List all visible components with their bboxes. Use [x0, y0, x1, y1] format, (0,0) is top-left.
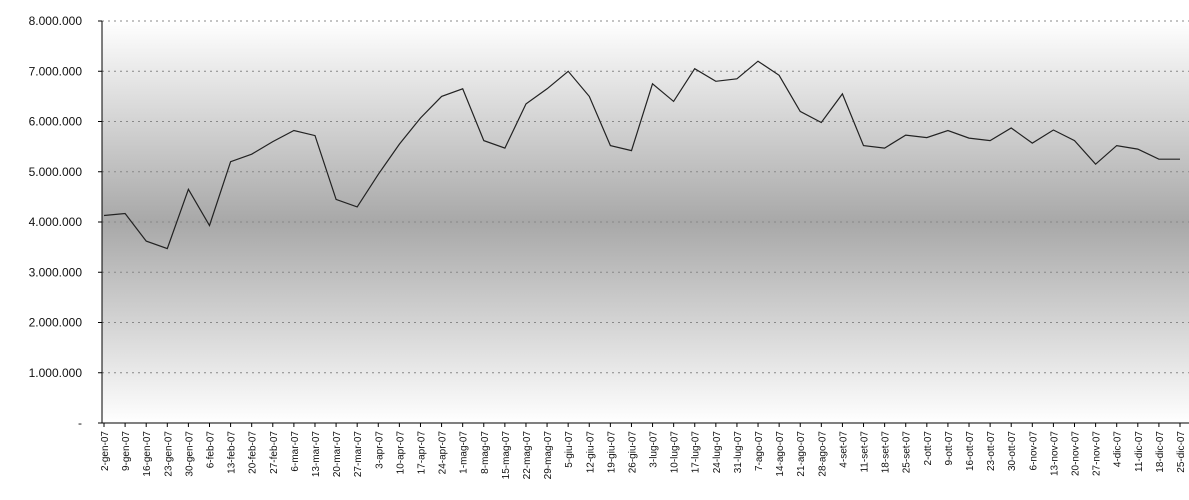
x-tick-label: 13-feb-07 [227, 431, 238, 474]
x-tick-label: 2-gen-07 [100, 431, 111, 471]
x-tick-label: 4-dic-07 [1113, 431, 1124, 468]
x-tick-label: 10-lug-07 [670, 431, 681, 474]
x-tick-label: 11-set-07 [860, 431, 871, 473]
x-tick-label: 17-lug-07 [691, 431, 702, 474]
x-tick-label: 6-nov-07 [1028, 431, 1039, 471]
y-tick-label: 6.000.000 [29, 115, 83, 129]
x-tick-label: 13-mar-07 [311, 431, 322, 478]
x-tick-label: 7-ago-07 [754, 431, 765, 471]
x-tick-label: 30-gen-07 [184, 431, 195, 477]
y-tick-label: 5.000.000 [29, 165, 83, 179]
x-tick-label: 27-nov-07 [1092, 431, 1103, 476]
x-tick-label: 6-feb-07 [205, 431, 216, 469]
y-tick-label: 1.000.000 [29, 366, 83, 380]
x-tick-label: 8-mag-07 [480, 431, 491, 474]
y-tick-label: 3.000.000 [29, 265, 83, 279]
x-tick-label: 10-apr-07 [395, 431, 406, 475]
x-tick-label: 25-dic-07 [1176, 431, 1187, 473]
x-tick-label: 3-apr-07 [374, 431, 385, 469]
x-tick-label: 31-lug-07 [733, 431, 744, 474]
x-tick-label: 12-giu-07 [585, 431, 596, 474]
x-tick-label: 23-ott-07 [986, 431, 997, 471]
x-tick-label: 16-gen-07 [142, 431, 153, 477]
x-tick-label: 14-ago-07 [775, 431, 786, 477]
series-line [103, 60, 1180, 250]
y-tick-label: - [78, 416, 82, 430]
x-tick-label: 25-set-07 [902, 431, 913, 474]
x-tick-label: 20-nov-07 [1071, 431, 1082, 476]
x-tick-label: 1-mag-07 [459, 431, 470, 474]
x-tick-label: 4-set-07 [838, 431, 849, 468]
x-tick-label: 18-dic-07 [1155, 431, 1166, 473]
x-tick-label: 27-mar-07 [353, 431, 364, 478]
x-tick-label: 22-mag-07 [522, 431, 533, 480]
x-tick-label: 27-feb-07 [269, 431, 280, 474]
x-tick-label: 24-lug-07 [712, 431, 723, 474]
x-tick-label: 29-mag-07 [543, 431, 554, 480]
x-tick-label: 17-apr-07 [416, 431, 427, 475]
x-tick-label: 6-mar-07 [290, 431, 301, 472]
x-tick-label: 16-ott-07 [965, 431, 976, 471]
x-tick-label: 9-gen-07 [121, 431, 132, 471]
x-tick-label: 13-nov-07 [1049, 431, 1060, 476]
x-tick-label: 20-mar-07 [332, 431, 343, 478]
x-tick-label: 26-giu-07 [627, 431, 638, 474]
x-tick-label: 5-giu-07 [564, 431, 575, 468]
y-tick-label: 7.000.000 [29, 64, 83, 78]
x-tick-label: 28-ago-07 [817, 431, 828, 477]
x-tick-label: 21-ago-07 [796, 431, 807, 477]
x-tick-label: 3-lug-07 [649, 431, 660, 468]
y-tick-label: 4.000.000 [29, 215, 83, 229]
x-tick-label: 19-giu-07 [606, 431, 617, 474]
x-tick-label: 24-apr-07 [438, 431, 449, 475]
x-tick-label: 23-gen-07 [163, 431, 174, 477]
x-tick-label: 9-ott-07 [944, 431, 955, 466]
x-tick-label: 2-ott-07 [923, 431, 934, 466]
x-tick-label: 18-set-07 [881, 431, 892, 474]
y-tick-label: 8.000.000 [29, 14, 83, 28]
x-tick-label: 20-feb-07 [248, 431, 259, 474]
x-tick-label: 30-ott-07 [1007, 431, 1018, 471]
x-tick-label: 11-dic-07 [1134, 431, 1145, 472]
y-tick-label: 2.000.000 [29, 316, 83, 330]
x-tick-label: 15-mag-07 [501, 431, 512, 480]
